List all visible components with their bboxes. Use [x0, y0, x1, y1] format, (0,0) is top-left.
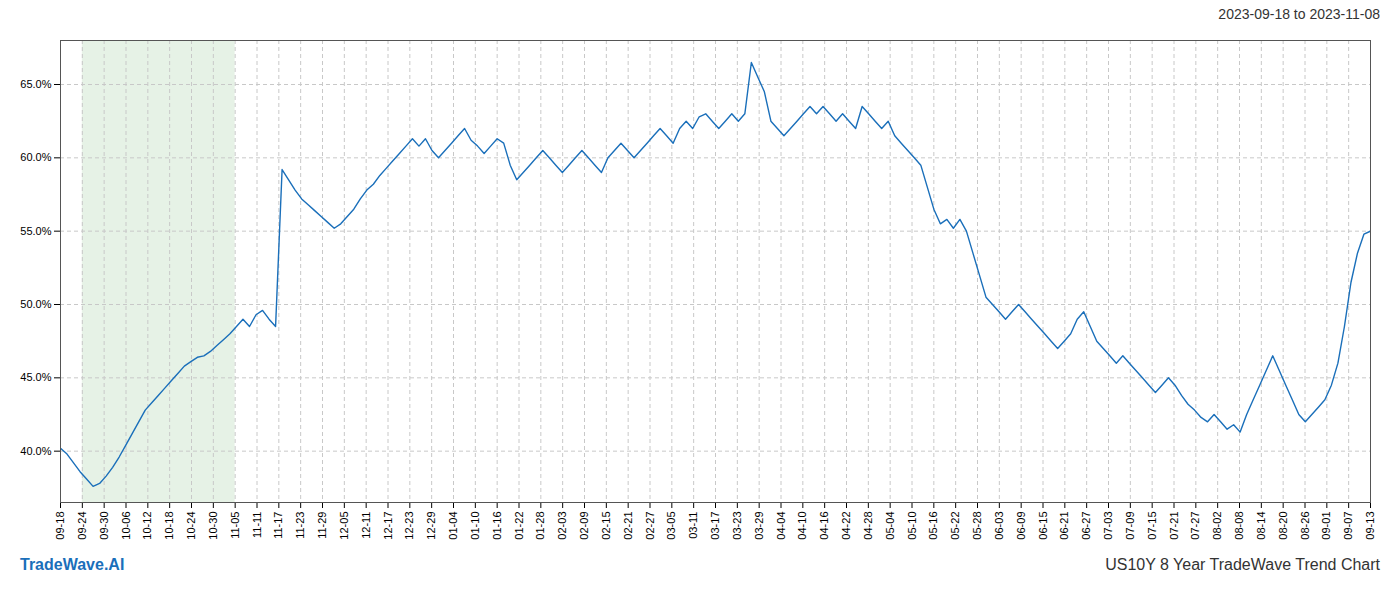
svg-text:40.0%: 40.0% [20, 445, 51, 457]
svg-text:07-15: 07-15 [1146, 512, 1158, 540]
svg-text:10-18: 10-18 [163, 512, 175, 540]
svg-text:10-06: 10-06 [120, 512, 132, 540]
svg-text:07-09: 07-09 [1124, 512, 1136, 540]
svg-text:04-16: 04-16 [818, 512, 830, 540]
svg-text:04-04: 04-04 [775, 512, 787, 540]
svg-text:06-21: 06-21 [1058, 512, 1070, 540]
svg-text:11-11: 11-11 [251, 512, 263, 539]
html-text:US10Y 8 Year TradeWave Trend C: US10Y 8 Year TradeWave Trend Chart [1105, 556, 1380, 573]
svg-text:07-27: 07-27 [1189, 512, 1201, 540]
svg-text:05-28: 05-28 [971, 512, 983, 540]
svg-text:11-17: 11-17 [272, 512, 284, 539]
svg-text:04-28: 04-28 [862, 512, 874, 540]
svg-text:02-03: 02-03 [556, 512, 568, 540]
svg-text:03-23: 03-23 [731, 512, 743, 540]
svg-text:01-22: 01-22 [513, 512, 525, 540]
svg-text:05-16: 05-16 [927, 512, 939, 540]
svg-text:08-20: 08-20 [1277, 512, 1289, 540]
svg-text:03-05: 03-05 [665, 512, 677, 540]
svg-text:02-21: 02-21 [622, 512, 634, 540]
svg-text:10-12: 10-12 [141, 512, 153, 540]
svg-text:11-23: 11-23 [294, 512, 306, 539]
svg-text:08-08: 08-08 [1233, 512, 1245, 540]
svg-text:10-24: 10-24 [185, 512, 197, 540]
svg-text:02-15: 02-15 [600, 512, 612, 540]
svg-text:08-26: 08-26 [1299, 512, 1311, 540]
html-text:TradeWave.AI: TradeWave.AI [20, 556, 125, 573]
svg-text:09-24: 09-24 [76, 512, 88, 540]
svg-text:07-21: 07-21 [1168, 512, 1180, 540]
svg-text:02-27: 02-27 [644, 512, 656, 540]
svg-text:65.0%: 65.0% [20, 78, 51, 90]
svg-text:03-29: 03-29 [753, 512, 765, 540]
svg-text:12-23: 12-23 [403, 512, 415, 540]
svg-text:03-11: 03-11 [687, 512, 699, 539]
svg-text:06-27: 06-27 [1080, 512, 1092, 540]
svg-text:01-04: 01-04 [447, 512, 459, 540]
svg-text:04-22: 04-22 [840, 512, 852, 540]
svg-text:09-18: 09-18 [54, 512, 66, 540]
svg-text:09-07: 09-07 [1342, 512, 1354, 540]
svg-text:09-13: 09-13 [1364, 512, 1376, 540]
svg-text:07-03: 07-03 [1102, 512, 1114, 540]
svg-text:01-28: 01-28 [534, 512, 546, 540]
svg-text:60.0%: 60.0% [20, 151, 51, 163]
svg-text:45.0%: 45.0% [20, 371, 51, 383]
svg-text:06-09: 06-09 [1015, 512, 1027, 540]
svg-text:04-10: 04-10 [796, 512, 808, 540]
svg-text:11-29: 11-29 [316, 512, 328, 539]
svg-text:55.0%: 55.0% [20, 225, 51, 237]
svg-text:12-29: 12-29 [425, 512, 437, 540]
svg-text:11-05: 11-05 [229, 512, 241, 539]
html-text:2023-09-18 to 2023-11-08: 2023-09-18 to 2023-11-08 [1218, 6, 1380, 22]
svg-text:09-01: 09-01 [1320, 512, 1332, 540]
svg-text:03-17: 03-17 [709, 512, 721, 540]
svg-text:06-03: 06-03 [993, 512, 1005, 540]
svg-text:12-05: 12-05 [338, 512, 350, 540]
svg-text:08-14: 08-14 [1255, 512, 1267, 540]
svg-text:10-30: 10-30 [207, 512, 219, 540]
svg-text:08-02: 08-02 [1211, 512, 1223, 540]
svg-text:09-30: 09-30 [98, 512, 110, 540]
svg-text:05-22: 05-22 [949, 512, 961, 540]
svg-text:01-16: 01-16 [491, 512, 503, 540]
svg-text:50.0%: 50.0% [20, 298, 51, 310]
svg-text:06-15: 06-15 [1037, 512, 1049, 540]
svg-text:01-10: 01-10 [469, 512, 481, 540]
svg-text:05-10: 05-10 [906, 512, 918, 540]
svg-text:12-17: 12-17 [382, 512, 394, 540]
svg-text:02-09: 02-09 [578, 512, 590, 540]
svg-text:05-04: 05-04 [884, 512, 896, 540]
svg-text:12-11: 12-11 [360, 512, 372, 539]
